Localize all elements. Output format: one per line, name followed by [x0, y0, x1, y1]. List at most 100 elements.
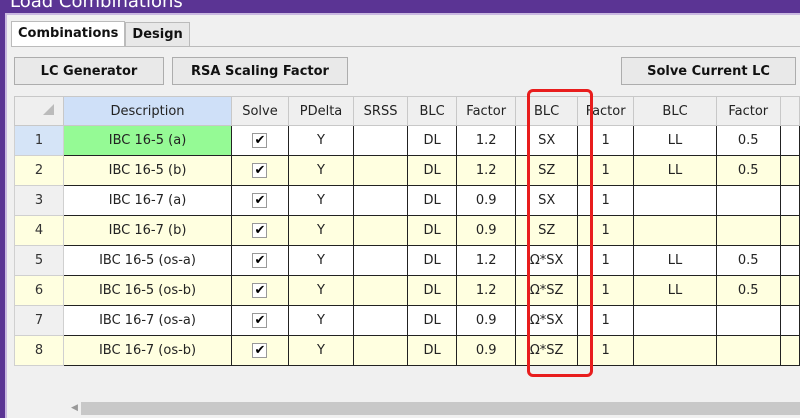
- blc-3-cell[interactable]: [633, 185, 717, 216]
- table-row[interactable]: 6 IBC 16-5 (os-b) ✔ Y DL 1.2 Ω*SZ 1 LL 0.5: [13, 275, 800, 306]
- blc-1-cell[interactable]: DL: [407, 335, 458, 366]
- table-row[interactable]: 3 IBC 16-7 (a) ✔ Y DL 0.9 SX 1: [13, 185, 800, 216]
- blc-1-cell[interactable]: DL: [407, 155, 458, 186]
- row-number[interactable]: 6: [13, 275, 65, 306]
- factor-3-cell[interactable]: [715, 215, 781, 246]
- solve-checkbox[interactable]: ✔: [252, 133, 268, 148]
- pdelta-cell[interactable]: Y: [287, 275, 355, 306]
- blc-2-cell[interactable]: SZ: [515, 155, 579, 186]
- horizontal-scrollbar[interactable]: [81, 402, 800, 415]
- factor-3-cell[interactable]: 0.5: [715, 125, 781, 156]
- header-blc-3[interactable]: BLC: [633, 96, 717, 126]
- blc-2-cell[interactable]: Ω*SX: [515, 305, 579, 336]
- factor-2-cell[interactable]: 1: [577, 305, 635, 336]
- factor-1-cell[interactable]: 0.9: [456, 215, 517, 246]
- solve-cell[interactable]: ✔: [230, 155, 290, 186]
- header-factor-3[interactable]: Factor: [715, 96, 781, 126]
- row-number[interactable]: 3: [13, 185, 65, 216]
- pdelta-cell[interactable]: Y: [287, 155, 355, 186]
- solve-checkbox[interactable]: ✔: [252, 223, 268, 238]
- table-row[interactable]: 5 IBC 16-5 (os-a) ✔ Y DL 1.2 Ω*SX 1 LL 0.5: [13, 245, 800, 276]
- blc-3-cell[interactable]: [633, 335, 717, 366]
- description-cell[interactable]: IBC 16-5 (b): [63, 155, 232, 186]
- factor-3-cell[interactable]: [715, 335, 781, 366]
- description-cell[interactable]: IBC 16-5 (os-a): [63, 245, 232, 276]
- factor-1-cell[interactable]: 1.2: [456, 245, 517, 276]
- header-factor-1[interactable]: Factor: [456, 96, 517, 126]
- pdelta-cell[interactable]: Y: [287, 185, 355, 216]
- blc-2-cell[interactable]: SZ: [515, 215, 579, 246]
- solve-cell[interactable]: ✔: [230, 335, 290, 366]
- factor-3-cell[interactable]: 0.5: [715, 245, 781, 276]
- description-cell[interactable]: IBC 16-7 (b): [63, 215, 232, 246]
- factor-2-cell[interactable]: 1: [577, 125, 635, 156]
- row-number[interactable]: 2: [13, 155, 65, 186]
- factor-3-cell[interactable]: [715, 185, 781, 216]
- description-cell[interactable]: IBC 16-5 (os-b): [63, 275, 232, 306]
- blc-1-cell[interactable]: DL: [407, 245, 458, 276]
- description-cell[interactable]: IBC 16-7 (a): [63, 185, 232, 216]
- pdelta-cell[interactable]: Y: [287, 125, 355, 156]
- blc-1-cell[interactable]: DL: [407, 275, 458, 306]
- solve-current-lc-button[interactable]: Solve Current LC: [621, 57, 796, 85]
- solve-checkbox[interactable]: ✔: [252, 343, 268, 358]
- header-solve[interactable]: Solve: [230, 96, 290, 126]
- header-srss[interactable]: SRSS: [353, 96, 409, 126]
- factor-2-cell[interactable]: 1: [577, 155, 635, 186]
- header-blc-1[interactable]: BLC: [407, 96, 458, 126]
- solve-checkbox[interactable]: ✔: [252, 163, 268, 178]
- solve-cell[interactable]: ✔: [230, 245, 290, 276]
- pdelta-cell[interactable]: Y: [287, 215, 355, 246]
- tab-combinations[interactable]: Combinations: [11, 21, 126, 47]
- header-factor-2[interactable]: Factor: [577, 96, 635, 126]
- srss-cell[interactable]: [353, 155, 409, 186]
- solve-checkbox[interactable]: ✔: [252, 193, 268, 208]
- row-number[interactable]: 5: [13, 245, 65, 276]
- tab-design[interactable]: Design: [125, 22, 190, 47]
- blc-1-cell[interactable]: DL: [407, 215, 458, 246]
- solve-cell[interactable]: ✔: [230, 215, 290, 246]
- table-row[interactable]: 2 IBC 16-5 (b) ✔ Y DL 1.2 SZ 1 LL 0.5: [13, 155, 800, 186]
- row-number[interactable]: 8: [13, 335, 65, 366]
- blc-3-cell[interactable]: LL: [633, 245, 717, 276]
- factor-1-cell[interactable]: 1.2: [456, 275, 517, 306]
- factor-1-cell[interactable]: 0.9: [456, 335, 517, 366]
- factor-2-cell[interactable]: 1: [577, 215, 635, 246]
- blc-2-cell[interactable]: Ω*SZ: [515, 335, 579, 366]
- blc-3-cell[interactable]: LL: [633, 155, 717, 186]
- solve-checkbox[interactable]: ✔: [252, 253, 268, 268]
- blc-2-cell[interactable]: Ω*SZ: [515, 275, 579, 306]
- factor-1-cell[interactable]: 1.2: [456, 125, 517, 156]
- factor-2-cell[interactable]: 1: [577, 185, 635, 216]
- description-cell[interactable]: IBC 16-5 (a): [63, 125, 232, 156]
- srss-cell[interactable]: [353, 305, 409, 336]
- factor-3-cell[interactable]: 0.5: [715, 275, 781, 306]
- srss-cell[interactable]: [353, 185, 409, 216]
- solve-checkbox[interactable]: ✔: [252, 283, 268, 298]
- srss-cell[interactable]: [353, 275, 409, 306]
- blc-3-cell[interactable]: LL: [633, 125, 717, 156]
- table-row[interactable]: 1 IBC 16-5 (a) ✔ Y DL 1.2 SX 1 LL 0.5: [13, 125, 800, 156]
- blc-2-cell[interactable]: SX: [515, 125, 579, 156]
- solve-cell[interactable]: ✔: [230, 125, 290, 156]
- solve-cell[interactable]: ✔: [230, 185, 290, 216]
- lc-generator-button[interactable]: LC Generator: [14, 57, 164, 85]
- rsa-scaling-factor-button[interactable]: RSA Scaling Factor: [172, 57, 348, 85]
- blc-3-cell[interactable]: LL: [633, 275, 717, 306]
- header-blc-2[interactable]: BLC: [515, 96, 579, 126]
- factor-2-cell[interactable]: 1: [577, 245, 635, 276]
- row-number[interactable]: 4: [13, 215, 65, 246]
- factor-2-cell[interactable]: 1: [577, 335, 635, 366]
- srss-cell[interactable]: [353, 335, 409, 366]
- table-row[interactable]: 8 IBC 16-7 (os-b) ✔ Y DL 0.9 Ω*SZ 1: [13, 335, 800, 366]
- blc-1-cell[interactable]: DL: [407, 185, 458, 216]
- blc-2-cell[interactable]: Ω*SX: [515, 245, 579, 276]
- pdelta-cell[interactable]: Y: [287, 305, 355, 336]
- table-row[interactable]: 7 IBC 16-7 (os-a) ✔ Y DL 0.9 Ω*SX 1: [13, 305, 800, 336]
- blc-1-cell[interactable]: DL: [407, 305, 458, 336]
- srss-cell[interactable]: [353, 245, 409, 276]
- factor-1-cell[interactable]: 0.9: [456, 185, 517, 216]
- factor-1-cell[interactable]: 1.2: [456, 155, 517, 186]
- factor-2-cell[interactable]: 1: [577, 275, 635, 306]
- factor-1-cell[interactable]: 0.9: [456, 305, 517, 336]
